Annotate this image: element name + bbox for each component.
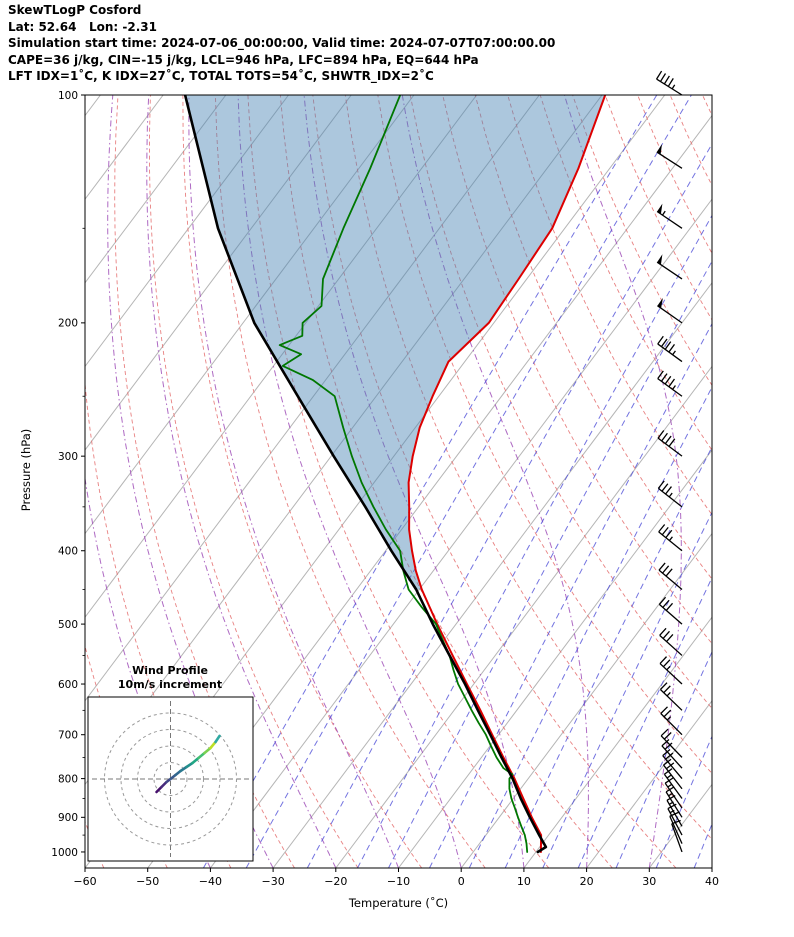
svg-text:400: 400 (58, 546, 78, 558)
hodograph-trace-segment (203, 746, 212, 755)
wind-barb (657, 480, 683, 508)
svg-text:10: 10 (517, 875, 531, 888)
wind-barb (662, 749, 683, 780)
wind-barb (656, 254, 683, 280)
svg-text:300: 300 (58, 451, 78, 463)
svg-text:−40: −40 (199, 875, 222, 888)
svg-text:−50: −50 (136, 875, 159, 888)
wind-barb (660, 728, 683, 758)
indices-line-2: LFT IDX=1˚C, K IDX=27˚C, TOTAL TOTS=54˚C… (8, 69, 434, 83)
svg-text:−20: −20 (324, 875, 347, 888)
wind-barb (656, 203, 683, 229)
wind-barb (667, 803, 683, 836)
svg-text:900: 900 (58, 812, 78, 824)
parcel-curve (183, 95, 548, 854)
svg-text:800: 800 (58, 773, 78, 785)
wind-barb (657, 335, 683, 363)
hodograph-ring (153, 762, 188, 796)
svg-text:1000: 1000 (51, 847, 78, 859)
hodograph-ring (120, 729, 221, 829)
chart-header: SkewTLogP Cosford Lat: 52.64 Lon: -2.31 … (8, 2, 555, 85)
svg-text:20: 20 (580, 875, 594, 888)
wind-barb (658, 524, 683, 552)
wind-barb (663, 758, 683, 790)
wind-barb (658, 562, 683, 590)
svg-text:0: 0 (458, 875, 465, 888)
wind-barb (659, 627, 683, 656)
profile-curves (183, 95, 607, 854)
indices-line-1: CAPE=36 j/kg, CIN=-15 j/kg, LCL=946 hPa,… (8, 52, 479, 67)
svg-text:500: 500 (58, 619, 78, 631)
wind-barb (656, 144, 683, 169)
y-axis-label: Pressure (hPa) (19, 428, 33, 512)
hodograph-trace-segment (209, 740, 217, 750)
wind-barb (657, 370, 683, 397)
svg-text:−10: −10 (387, 875, 410, 888)
chart-title: SkewTLogP Cosford (8, 3, 142, 17)
wind-barb (660, 706, 683, 736)
hodograph-subtitle: 10m/s increment (117, 678, 223, 691)
svg-text:30: 30 (642, 875, 656, 888)
dewpoint-curve (278, 95, 529, 853)
svg-text:700: 700 (58, 730, 78, 742)
hodograph-trace-segment (214, 734, 221, 744)
x-axis-label: Temperature (˚C) (348, 896, 449, 910)
svg-text:−30: −30 (261, 875, 284, 888)
svg-text:40: 40 (705, 875, 719, 888)
location-line: Lat: 52.64 Lon: -2.31 (8, 19, 157, 34)
wind-barb (657, 297, 683, 324)
hodograph-title: Wind Profile (132, 664, 208, 677)
svg-text:600: 600 (58, 679, 78, 691)
wind-barb (658, 596, 683, 625)
wind-barb (657, 430, 683, 457)
hodograph-trace-segment (191, 756, 200, 765)
hodograph-ring (137, 745, 204, 813)
time-line: Simulation start time: 2024-07-06_00:00:… (8, 36, 556, 50)
hodograph-inset (87, 696, 254, 862)
wind-barb (659, 682, 683, 711)
wind-barb (656, 70, 683, 96)
cape-shading (185, 95, 606, 590)
svg-text:100: 100 (58, 90, 78, 102)
wind-barb (659, 656, 683, 685)
wind-barbs-layer (656, 70, 683, 853)
hodograph-trace-segment (197, 751, 206, 760)
svg-text:200: 200 (58, 318, 78, 330)
hodograph-ring (104, 712, 237, 846)
wind-barb (661, 739, 683, 769)
svg-text:−60: −60 (73, 875, 96, 888)
